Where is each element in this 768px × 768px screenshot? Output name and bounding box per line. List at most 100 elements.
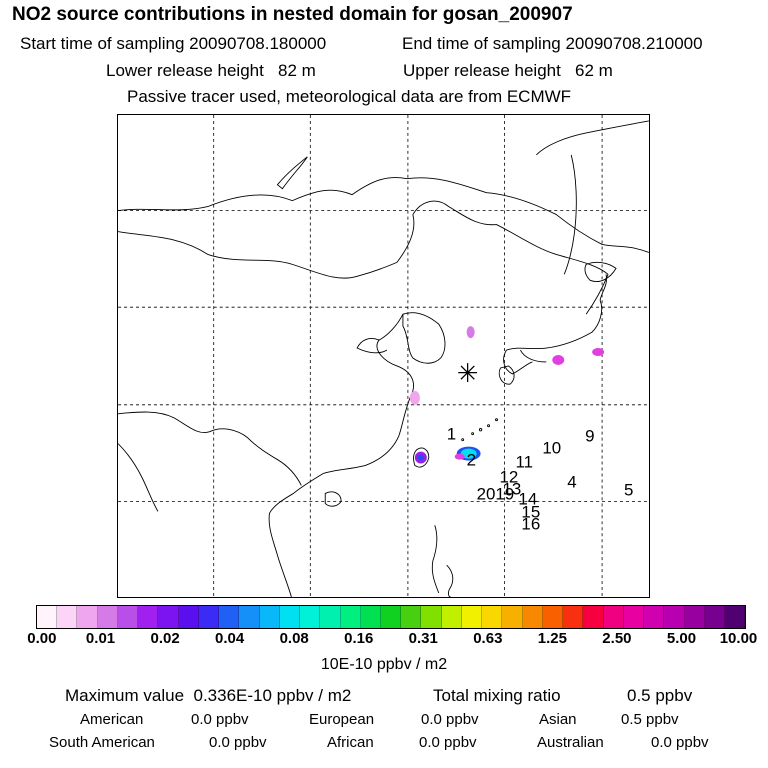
max-value-number: 0.336E-10 ppbv / m2 xyxy=(193,686,352,705)
colorbar-swatch xyxy=(117,606,139,628)
colorbar-swatch xyxy=(239,606,260,628)
station-marker-icon: ✳ xyxy=(457,359,479,389)
colorbar-swatch xyxy=(623,606,645,628)
colorbar-swatch xyxy=(421,606,442,628)
figure-title: NO2 source contributions in nested domai… xyxy=(12,4,573,25)
region-american-name: American xyxy=(80,711,144,728)
colorbar-swatch xyxy=(300,606,321,628)
colorbar-swatch xyxy=(563,606,584,628)
trajectory-labels: 1 2 4 5 9 10 11 12 13 2019 14 15 16 xyxy=(447,425,634,534)
colorbar-swatch xyxy=(219,606,240,628)
colorbar-swatch xyxy=(57,606,78,628)
colorbar-swatch xyxy=(461,606,483,628)
region-african-value: 0.0 ppbv xyxy=(419,734,477,751)
plume-okinawa-mid xyxy=(460,448,477,459)
region-australian-name: Australian xyxy=(537,734,604,751)
plume-okinawa-edge xyxy=(454,453,465,460)
colorbar-tick-label: 0.31 xyxy=(408,630,438,647)
colorbar-tick-label: 0.16 xyxy=(344,630,374,647)
traj-label-5: 5 xyxy=(624,480,633,499)
lower-release-value: 82 m xyxy=(278,61,316,80)
max-value: Maximum value 0.336E-10 ppbv / m2 xyxy=(65,686,351,706)
tracer-note: Passive tracer used, meteorological data… xyxy=(127,87,572,106)
traj-label-1: 1 xyxy=(447,425,456,444)
start-time-label: Start time of sampling 20090708.180000 xyxy=(20,34,327,53)
colorbar-tick-label: 0.02 xyxy=(150,630,180,647)
region-south-american-value: 0.0 ppbv xyxy=(209,734,267,751)
upper-release-value: 62 m xyxy=(575,61,613,80)
colorbar-tick-label: 0.04 xyxy=(215,630,245,647)
colorbar-swatch xyxy=(320,606,341,628)
plume-shanghai xyxy=(409,390,420,405)
colorbar-swatch xyxy=(279,606,301,628)
map-panel: ✳ 1 2 4 5 9 10 11 12 13 2019 14 15 16 xyxy=(117,114,650,598)
colorbar-swatch xyxy=(644,606,665,628)
region-european-name: European xyxy=(309,711,375,728)
plume-taiwan-core xyxy=(417,454,424,461)
colorbar-swatch xyxy=(158,606,179,628)
traj-label-4: 4 xyxy=(567,472,576,491)
colorbar-swatch xyxy=(684,606,705,628)
region-asian-value: 0.5 ppbv xyxy=(621,711,679,728)
concentration-plumes xyxy=(409,326,605,464)
colorbar-tick-label: 10.00 xyxy=(719,630,758,647)
total-mixing-ratio-label: Total mixing ratio xyxy=(433,686,561,705)
colorbar-swatch xyxy=(583,606,604,628)
colorbar-swatch xyxy=(522,606,543,628)
colorbar-swatch xyxy=(441,606,462,628)
colorbar-swatch xyxy=(542,606,564,628)
region-australian-value: 0.0 ppbv xyxy=(651,734,709,751)
colorbar-swatch xyxy=(178,606,199,628)
traj-label-12: 12 xyxy=(500,467,519,486)
colorbar-tick-label: 0.00 xyxy=(27,630,57,647)
colorbar-tick-label: 2.50 xyxy=(602,630,632,647)
colorbar-swatch xyxy=(724,606,746,628)
region-african-name: African xyxy=(327,734,374,751)
traj-label-16: 16 xyxy=(521,514,540,533)
colorbar-swatch xyxy=(37,606,58,628)
colorbar-tick-label: 1.25 xyxy=(537,630,567,647)
region-south-american-name: South American xyxy=(49,734,155,751)
colorbar-swatch xyxy=(664,606,685,628)
colorbar-swatch xyxy=(77,606,98,628)
traj-label-2: 2 xyxy=(467,451,476,470)
colorbar-swatch xyxy=(259,606,280,628)
colorbar-swatch xyxy=(380,606,402,628)
lower-release-height: Lower release height 82 m xyxy=(106,61,316,81)
colorbar-swatch xyxy=(138,606,159,628)
traj-label-14: 14 xyxy=(518,489,537,508)
plume-japan-east xyxy=(592,348,605,356)
colorbar-tick-label: 0.63 xyxy=(473,630,503,647)
plume-korea xyxy=(466,326,475,339)
total-mixing-ratio-value: 0.5 ppbv xyxy=(627,686,693,705)
region-american-value: 0.0 ppbv xyxy=(191,711,249,728)
lower-release-label: Lower release height xyxy=(106,61,264,80)
colorbar-swatch xyxy=(482,606,503,628)
graticule xyxy=(118,115,649,597)
colorbar-tick-label: 5.00 xyxy=(666,630,697,647)
upper-release-label: Upper release height xyxy=(403,61,561,80)
region-asian-name: Asian xyxy=(539,711,577,728)
traj-label-10: 10 xyxy=(542,439,561,458)
traj-label-15: 15 xyxy=(521,502,540,521)
end-time-label: End time of sampling 20090708.210000 xyxy=(402,34,703,53)
max-value-label: Maximum value xyxy=(65,686,185,705)
colorbar-swatch xyxy=(401,606,422,628)
colorbar-swatch xyxy=(502,606,523,628)
colorbar-unit: 10E-10 ppbv / m2 xyxy=(320,656,448,673)
region-european-value: 0.0 ppbv xyxy=(421,711,479,728)
traj-label-9: 9 xyxy=(585,427,594,446)
colorbar-swatch xyxy=(603,606,624,628)
plume-japan-west xyxy=(552,355,565,365)
colorbar-tick-label: 0.08 xyxy=(279,630,309,647)
colorbar-swatch xyxy=(97,606,118,628)
colorbar-swatch xyxy=(360,606,381,628)
colorbar-tick-label: 0.01 xyxy=(85,630,116,647)
colorbar-swatch xyxy=(704,606,725,628)
traj-label-13: 13 xyxy=(503,479,522,498)
upper-release-height: Upper release height 62 m xyxy=(403,61,613,81)
traj-label-2019: 2019 xyxy=(477,484,515,503)
colorbar xyxy=(36,605,746,629)
colorbar-swatch xyxy=(198,606,220,628)
coastlines xyxy=(118,120,649,597)
